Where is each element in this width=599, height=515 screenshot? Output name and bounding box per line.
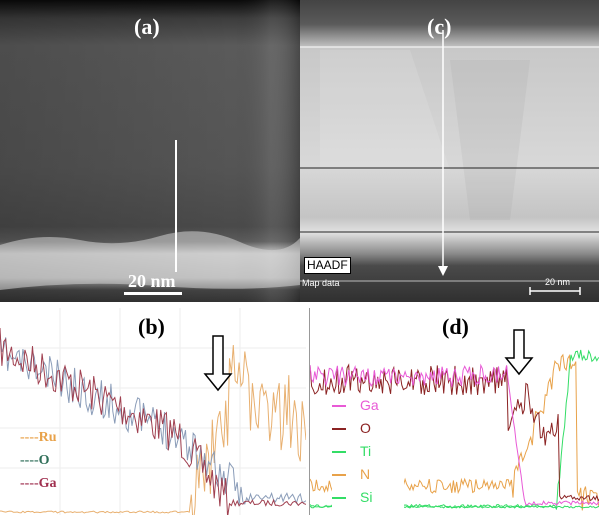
legend-d: Ga O Ti N Si — [332, 394, 404, 512]
legend-b-o: ----O — [20, 453, 50, 468]
down-arrow-d — [504, 329, 534, 376]
down-arrow-b — [203, 335, 233, 392]
legend-b: ----Ru ----O ----Ga — [20, 426, 57, 495]
legend-b-ru: ----Ru — [20, 430, 57, 445]
legend-d-ga: Ga — [332, 394, 404, 417]
profile-panel-d: (d) Ga O Ti N Si — [309, 308, 599, 515]
panel-c-label: (c) — [427, 14, 452, 39]
ga-profile-line-d — [310, 363, 599, 506]
legend-d-ti: Ti — [332, 440, 404, 463]
legend-d-n: N — [332, 463, 404, 486]
profile-panel-b: (b) ----Ru ----O ----Ga — [0, 308, 306, 515]
profile-plot-b — [0, 308, 306, 515]
o-profile-line-b — [0, 332, 306, 505]
scale-label-a: 20 nm — [128, 271, 176, 291]
micrograph-a-image — [0, 0, 300, 302]
legend-b-ga: ----Ga — [20, 476, 57, 491]
profile-arrowhead-c — [438, 266, 448, 276]
micrograph-panel-c: (c) HAADF Map data 20 nm — [300, 0, 599, 302]
ga-profile-line-b — [0, 327, 306, 515]
o-profile-line-d — [310, 363, 599, 502]
panel-a-label: (a) — [134, 14, 160, 39]
ru-profile-line — [0, 344, 306, 515]
legend-d-o: O — [332, 417, 404, 440]
legend-d-si: Si — [332, 486, 404, 509]
micrograph-panel-a: (a) 20 nm — [0, 0, 300, 302]
map-data-label: Map data — [302, 278, 340, 288]
panel-b-label: (b) — [138, 314, 165, 339]
panel-d-label: (d) — [442, 314, 469, 339]
micrograph-c-image — [300, 0, 599, 302]
detector-label: HAADF — [304, 257, 351, 274]
scale-label-c: 20 nm — [545, 277, 571, 287]
scale-bar-a — [124, 292, 182, 295]
